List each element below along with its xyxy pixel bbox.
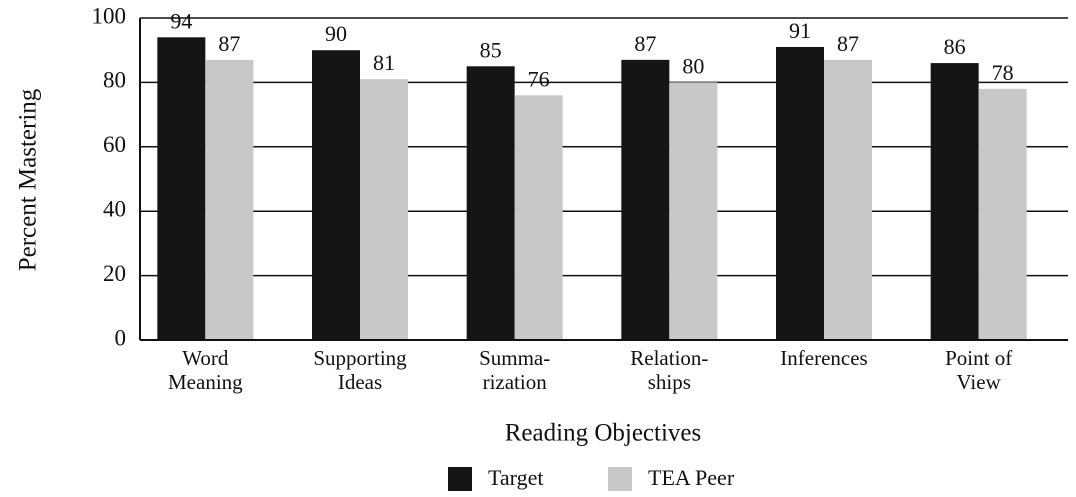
value-label: 87 [837,31,859,56]
y-axis-label: Percent Mastering [15,88,42,271]
value-label: 87 [634,31,656,56]
x-tick-label: Point of View [945,346,1013,394]
value-label: 94 [170,8,192,33]
value-label: 90 [325,21,347,46]
bar [978,88,1027,340]
bar [205,59,254,341]
legend-swatch [608,467,632,491]
bar [514,95,563,340]
value-label: 80 [682,53,704,78]
y-tick-label: 80 [103,68,126,93]
y-tick-label: 0 [115,325,127,350]
value-label: 85 [480,37,502,62]
value-label: 78 [992,60,1014,85]
value-label: 86 [944,34,966,59]
bar [776,46,824,340]
x-tick-label: Relation- ships [630,346,709,394]
x-tick-label: Summa- rization [479,346,551,394]
bar [930,63,979,341]
legend-label: Target [488,465,543,490]
bar [312,50,360,340]
x-tick-label: Supporting Ideas [313,346,407,394]
bar [466,66,515,341]
bar [621,59,670,341]
value-label: 76 [528,66,550,91]
x-tick-label: Word Meaning [168,346,243,394]
value-label: 91 [789,18,811,43]
y-tick-label: 20 [103,261,126,286]
x-tick-label: Inferences [780,346,868,370]
value-label: 81 [373,50,395,75]
bar [824,59,872,341]
bar [157,37,206,340]
legend-label: TEA Peer [648,465,735,490]
bar [669,82,718,341]
y-tick-label: 100 [92,3,127,28]
bar [360,79,408,341]
y-tick-label: 60 [103,132,126,157]
legend-swatch [448,467,472,491]
value-label: 87 [218,31,240,56]
x-axis-label: Reading Objectives [505,420,701,447]
y-tick-label: 40 [103,196,126,221]
